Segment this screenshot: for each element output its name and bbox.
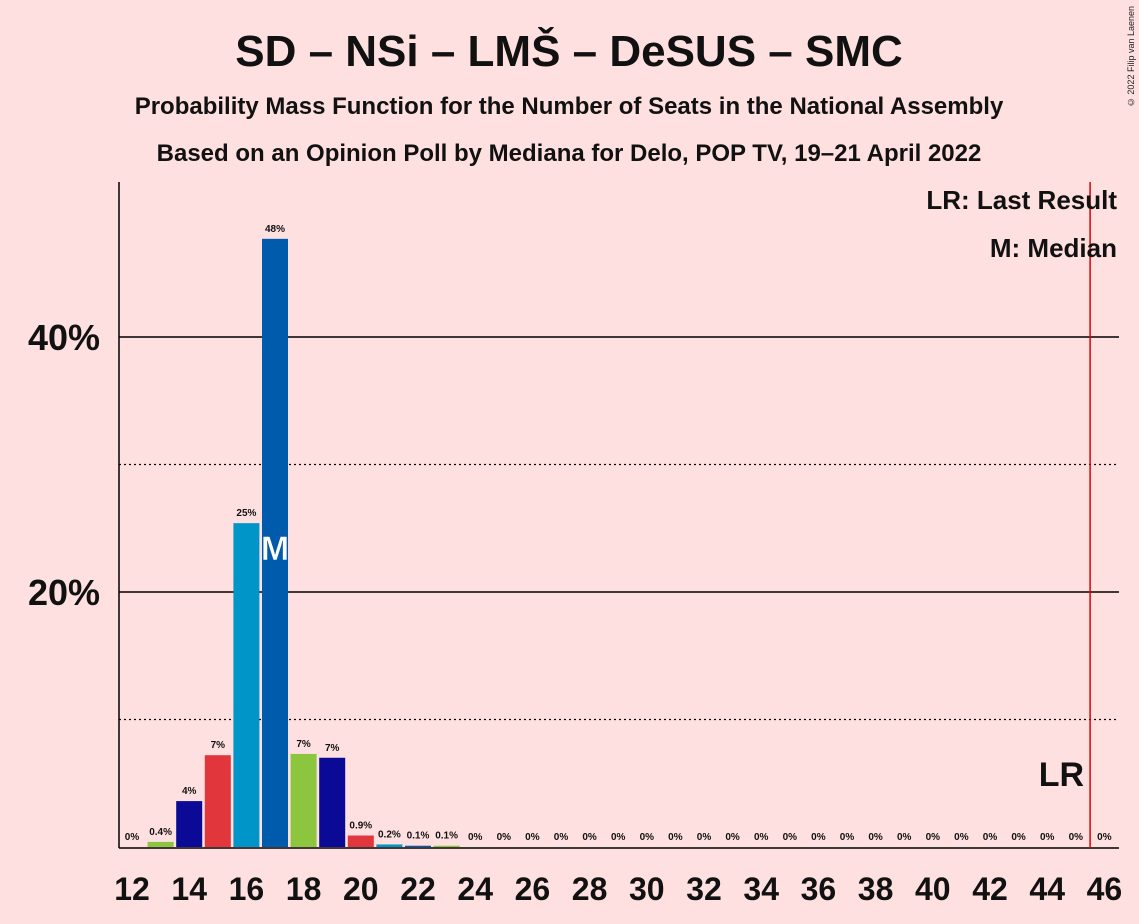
x-tick-label: 30 xyxy=(629,871,665,907)
bar-label-27: 0% xyxy=(554,832,569,843)
y-tick-labels: 20% 40% xyxy=(28,317,100,613)
bar-label-16: 25% xyxy=(236,508,256,519)
bar-label-29: 0% xyxy=(611,832,626,843)
bar-label-38: 0% xyxy=(868,832,883,843)
bar-label-41: 0% xyxy=(954,832,969,843)
legend-last-result: LR: Last Result xyxy=(926,185,1117,215)
x-tick-label: 38 xyxy=(858,871,894,907)
x-tick-label: 26 xyxy=(515,871,551,907)
bar-label-20: 0.9% xyxy=(349,821,372,832)
last-result-label: LR xyxy=(1039,756,1084,794)
bar-21 xyxy=(376,844,403,847)
bar-label-24: 0% xyxy=(468,832,483,843)
x-tick-label: 40 xyxy=(915,871,951,907)
bar-label-28: 0% xyxy=(582,832,597,843)
bar-label-45: 0% xyxy=(1069,832,1084,843)
bar-13 xyxy=(147,841,174,847)
bar-label-15: 7% xyxy=(211,740,226,751)
bar-label-12: 0% xyxy=(125,832,140,843)
bar-label-36: 0% xyxy=(811,832,826,843)
bar-label-40: 0% xyxy=(926,832,941,843)
x-tick-label: 24 xyxy=(457,871,493,907)
bar-15 xyxy=(204,755,231,847)
bars xyxy=(147,238,460,847)
x-tick-label: 36 xyxy=(801,871,837,907)
y-tick-label: 20% xyxy=(28,572,100,613)
bar-label-42: 0% xyxy=(983,832,998,843)
bar-19 xyxy=(319,757,346,847)
y-tick-label: 40% xyxy=(28,317,100,358)
bar-label-17: 48% xyxy=(265,224,285,235)
bar-16 xyxy=(233,523,260,847)
x-tick-label: 18 xyxy=(286,871,322,907)
bar-labels: 0% 0.4% 4% 7% 25% 48% 7% 7% 0.9% 0.2% 0.1% 0.1% 0% 0%… xyxy=(125,224,1112,843)
bar-label-33: 0% xyxy=(725,832,740,843)
bar-label-34: 0% xyxy=(754,832,769,843)
chart-subtitle-poll: Based on an Opinion Poll by Mediana for … xyxy=(157,140,982,167)
x-tick-label: 46 xyxy=(1087,871,1123,907)
bar-label-23: 0.1% xyxy=(435,831,458,842)
bar-label-13: 0.4% xyxy=(149,827,172,838)
bar-label-22: 0.1% xyxy=(407,831,430,842)
chart-subtitle: Probability Mass Function for the Number… xyxy=(135,93,1004,120)
median-marker: M xyxy=(261,530,289,568)
x-tick-label: 22 xyxy=(400,871,436,907)
x-tick-label: 32 xyxy=(686,871,722,907)
x-tick-label: 44 xyxy=(1029,871,1065,907)
x-tick-label: 42 xyxy=(972,871,1008,907)
bar-label-31: 0% xyxy=(668,832,683,843)
bar-23 xyxy=(433,845,460,847)
x-tick-label: 12 xyxy=(114,871,150,907)
x-tick-label: 34 xyxy=(743,871,779,907)
legend-median: M: Median xyxy=(990,233,1117,263)
x-tick-labels: 12 14 16 18 20 22 24 26 28 30 32 34 36 38 40 42 44 46 xyxy=(114,871,1122,907)
markers: LR M xyxy=(261,182,1091,848)
bar-label-37: 0% xyxy=(840,832,855,843)
bar-label-30: 0% xyxy=(640,832,655,843)
copyright-notice: © 2022 Filip van Laenen xyxy=(1126,6,1136,108)
x-tick-label: 16 xyxy=(229,871,265,907)
bar-label-39: 0% xyxy=(897,832,912,843)
bar-label-32: 0% xyxy=(697,832,712,843)
bar-20 xyxy=(347,835,374,847)
chart-title: SD – NSi – LMŠ – DeSUS – SMC xyxy=(235,25,903,76)
bar-14 xyxy=(176,801,203,847)
bar-label-19: 7% xyxy=(325,743,340,754)
bar-label-35: 0% xyxy=(783,832,798,843)
bar-label-18: 7% xyxy=(296,739,311,750)
bar-label-44: 0% xyxy=(1040,832,1055,843)
bar-label-43: 0% xyxy=(1011,832,1026,843)
x-tick-label: 14 xyxy=(171,871,207,907)
bar-22 xyxy=(405,845,431,847)
x-tick-label: 28 xyxy=(572,871,608,907)
bar-label-25: 0% xyxy=(497,832,512,843)
bar-17 xyxy=(262,238,288,847)
bar-label-21: 0.2% xyxy=(378,829,401,840)
bar-18 xyxy=(290,753,317,847)
bar-label-26: 0% xyxy=(525,832,540,843)
bar-label-14: 4% xyxy=(182,786,197,797)
x-tick-label: 20 xyxy=(343,871,379,907)
bar-label-46: 0% xyxy=(1097,832,1112,843)
